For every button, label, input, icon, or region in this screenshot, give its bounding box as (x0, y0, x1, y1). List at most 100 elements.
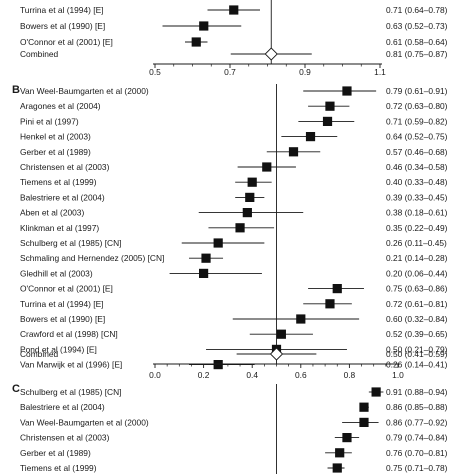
study-label: Balestriere et al (2004) (20, 192, 105, 202)
x-tick-label: 0.0 (149, 370, 161, 380)
estimate-square (342, 433, 352, 443)
estimate-label: 0.86 (0.85–0.88) (386, 402, 448, 412)
study-label: Balestriere et al (2004) (20, 402, 105, 412)
estimate-square (262, 162, 272, 172)
estimate-label: 0.46 (0.34–0.58) (386, 162, 448, 172)
combined-diamond (264, 47, 278, 61)
study-label: Aragones et al (2004) (20, 101, 101, 111)
combined-label: Combined (20, 49, 59, 59)
study-label: Henkel et al (2003) (20, 132, 91, 142)
study-label: Tiemens et al (1999) (20, 463, 97, 473)
study-label: Pini et al (1997) (20, 116, 79, 126)
study-label: Klinkman et al (1997) (20, 223, 99, 233)
estimate-square (245, 192, 255, 202)
estimate-square (276, 329, 286, 339)
estimate-square (322, 116, 333, 126)
estimate-square (213, 360, 223, 370)
study-label: O'Connor et al (2001) [E] (20, 37, 113, 47)
estimate-label: 0.63 (0.52–0.73) (386, 21, 448, 31)
study-label: Van Weel-Baumgarten et al (2000) (20, 417, 149, 427)
estimate-label: 0.26 (0.14–0.41) (386, 360, 448, 370)
combined-diamond (269, 347, 284, 361)
estimate-square (325, 299, 335, 309)
study-label: Pond et al (1994) [E] (20, 344, 97, 354)
estimate-square (235, 223, 245, 233)
estimate-label: 0.50 (0.21–0.79) (386, 344, 448, 354)
estimate-label: 0.79 (0.74–0.84) (386, 433, 448, 443)
estimate-label: 0.57 (0.46–0.68) (386, 147, 448, 157)
estimate-square (332, 284, 342, 294)
x-tick-label: 0.2 (198, 370, 210, 380)
estimate-label: 0.38 (0.18–0.61) (386, 208, 448, 218)
estimate-label: 0.91 (0.88–0.94) (386, 387, 448, 397)
x-tick-label: 0.4 (246, 370, 258, 380)
estimate-label: 0.35 (0.22–0.49) (386, 223, 448, 233)
estimate-square (335, 448, 345, 458)
x-tick-label: 0.8 (344, 370, 356, 380)
estimate-square (242, 208, 252, 218)
estimate-square (229, 5, 239, 15)
panel-letter-c: C (12, 383, 20, 395)
study-label: Turrina et al (1994) [E] (20, 299, 103, 309)
estimate-label: 0.75 (0.63–0.86) (386, 284, 448, 294)
x-tick-label: 1.1 (374, 67, 386, 77)
estimate-square (305, 132, 316, 142)
estimate-label: 0.71 (0.59–0.82) (386, 116, 448, 126)
estimate-square (201, 253, 211, 263)
study-label: Christensen et al (2003) (20, 433, 110, 443)
estimate-label: 0.39 (0.33–0.45) (386, 192, 448, 202)
study-label: Schmaling and Hernendez (2005) [CN] (20, 253, 164, 263)
estimate-label: 0.76 (0.70–0.81) (386, 448, 448, 458)
estimate-square (359, 402, 369, 412)
estimate-label: 0.52 (0.39–0.65) (386, 329, 448, 339)
study-label: O'Connor et al (2001) [E] (20, 284, 113, 294)
combined-estimate-label: 0.50 (0.41–0.59) (386, 349, 448, 359)
combined-label: Combined (20, 349, 59, 359)
estimate-label: 0.60 (0.32–0.84) (386, 314, 448, 324)
estimate-square (213, 238, 223, 248)
study-label: Schulberg et al (1985) [CN] (20, 238, 121, 248)
x-tick-label: 0.7 (224, 67, 236, 77)
estimate-square (342, 86, 352, 96)
study-label: Gerber et al (1989) (20, 147, 91, 157)
estimate-square (325, 101, 335, 111)
estimate-square (191, 37, 201, 47)
x-tick-label: 0.9 (299, 67, 311, 77)
estimate-label: 0.64 (0.52–0.75) (386, 132, 448, 142)
study-label: Christensen et al (2003) (20, 162, 110, 172)
study-label: Bowers et al (1990) [E] (20, 21, 105, 31)
study-label: Tiemens et al (1999) (20, 177, 97, 187)
estimate-square (332, 463, 342, 473)
estimate-label: 0.86 (0.77–0.92) (386, 417, 448, 427)
estimate-label: 0.71 (0.64–0.78) (386, 5, 448, 15)
study-label: Bowers et al (1990) [E] (20, 314, 105, 324)
study-label: Gledhill et al (2003) (20, 268, 93, 278)
x-tick-label: 1.0 (392, 370, 404, 380)
study-label: Van Marwijk et al (1996) [E] (20, 360, 122, 370)
estimate-square (199, 21, 209, 31)
estimate-square (247, 177, 257, 187)
estimate-square (359, 417, 369, 427)
study-label: Turrina et al (1994) [E] (20, 5, 103, 15)
estimate-square (199, 268, 209, 278)
estimate-square (296, 314, 306, 324)
estimate-label: 0.79 (0.61–0.91) (386, 86, 448, 96)
study-label: Crawford et al (1998) [CN] (20, 329, 118, 339)
study-label: Gerber et al (1989) (20, 448, 91, 458)
estimate-label: 0.20 (0.06–0.44) (386, 268, 448, 278)
estimate-label: 0.72 (0.63–0.80) (386, 101, 448, 111)
estimate-label: 0.26 (0.11–0.45) (386, 238, 447, 248)
study-label: Schulberg et al (1985) [CN] (20, 387, 121, 397)
estimate-label: 0.40 (0.33–0.48) (386, 177, 448, 187)
study-label: Aben et al (2003) (20, 208, 84, 218)
study-label: Van Weel-Baumgarten et al (2000) (20, 86, 149, 96)
estimate-label: 0.72 (0.61–0.81) (386, 299, 448, 309)
estimate-label: 0.21 (0.14–0.28) (386, 253, 448, 263)
combined-estimate-label: 0.81 (0.75–0.87) (386, 49, 448, 59)
x-tick-label: 0.6 (295, 370, 307, 380)
estimate-square (288, 147, 299, 157)
panel-letter-b: B (12, 84, 20, 96)
estimate-label: 0.61 (0.58–0.64) (386, 37, 448, 47)
x-tick-label: 0.5 (149, 67, 161, 77)
